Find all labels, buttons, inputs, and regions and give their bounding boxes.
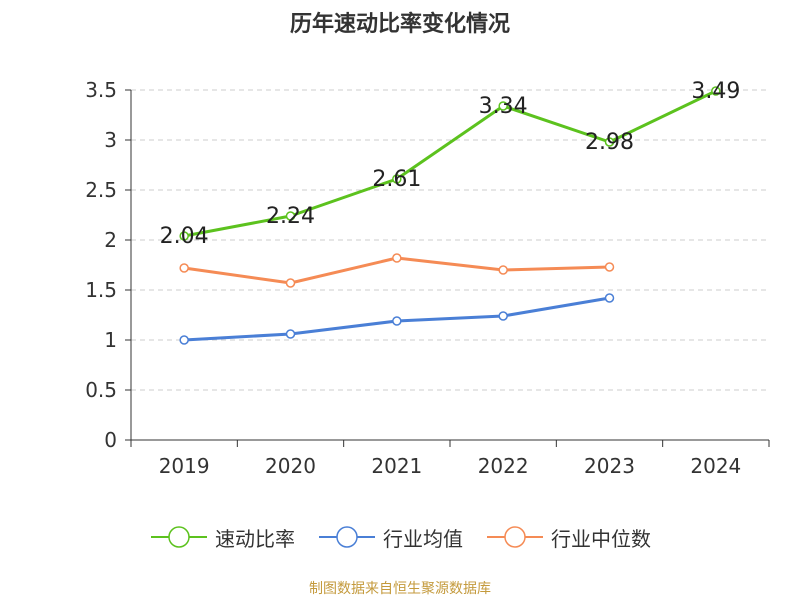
axes: 0 0.5 1 1.5 2 2.5 3 3.5 2019 2020 2021 2022 2023 2024 [85,78,770,478]
legend-label: 行业中位数 [551,526,651,551]
data-point [498,265,508,275]
data-point [498,101,508,111]
legend-item[interactable]: 行业中位数 [485,522,651,552]
x-tick-label: 2024 [690,454,741,478]
legend-item[interactable]: 速动比率 [149,522,295,552]
grid-lines [131,89,769,391]
data-point [179,335,189,345]
data-label: 2.61 [372,167,421,192]
y-tick-label: 0.5 [85,378,117,402]
data-point [604,262,615,272]
data-point [285,329,296,339]
legend-marker-icon [151,526,207,548]
x-tick-label: 2023 [584,454,635,478]
legend-label: 行业均值 [383,526,463,551]
data-point [604,137,615,147]
data-point [285,278,296,288]
legend-circle [336,526,358,548]
legend-marker-icon [319,526,375,548]
y-tick-label: 2 [104,228,117,252]
y-tick-label: 0 [104,428,117,452]
chart-title: 历年速动比率变化情况 [289,12,510,37]
data-label: 2.98 [585,130,634,155]
y-tick-label: 2.5 [85,178,117,202]
data-labels: 2.04 2.24 2.61 3.34 2.98 3.49 [160,79,741,249]
legend-circle [504,526,526,548]
x-tick-label: 2022 [478,454,529,478]
data-label: 3.49 [691,79,740,104]
data-label: 3.34 [479,94,528,119]
data-point [392,316,402,326]
legend-label: 速动比率 [215,526,295,551]
source-note: 制图数据来自恒生聚源数据库 [309,581,491,597]
y-tick-label: 1.5 [85,278,117,302]
y-tick-label: 3.5 [85,78,117,102]
data-point [711,86,721,96]
data-point [392,174,402,184]
data-point [179,231,189,241]
y-tick-label: 1 [104,328,117,352]
legend-item[interactable]: 行业均值 [317,522,463,552]
data-point [498,311,508,321]
x-tick-label: 2021 [371,454,422,478]
legend: 速动比率 行业均值 行业中位数 [0,520,800,554]
series-line-速动比率 [183,89,717,238]
data-label: 2.04 [160,224,209,249]
data-point [179,263,189,273]
legend-circle [168,526,190,548]
data-point [604,293,615,303]
data-point [285,211,296,221]
series-lines [179,86,721,345]
legend-marker-icon [487,526,543,548]
data-point [392,253,402,263]
x-tick-label: 2020 [265,454,316,478]
data-label: 2.24 [266,204,315,229]
y-tick-label: 3 [104,128,117,152]
x-tick-label: 2019 [159,454,210,478]
